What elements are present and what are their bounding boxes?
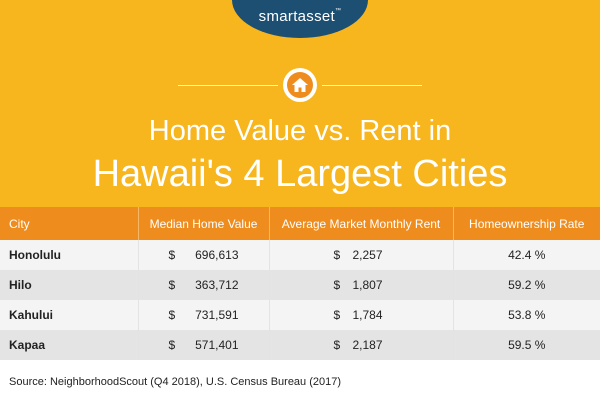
rent-amount: 2,257	[352, 248, 383, 262]
currency-symbol: $	[333, 338, 341, 352]
title-line-1: Home Value vs. Rent in	[148, 115, 452, 147]
cell-rate: 59.2 %	[453, 270, 600, 300]
cell-city: Kahului	[0, 300, 139, 330]
home-value-amount: 363,712	[195, 278, 239, 292]
currency-symbol: $	[333, 308, 341, 322]
logo: smartasset™	[232, 8, 368, 25]
cell-rent: $2,257	[269, 240, 454, 270]
rent-amount: 2,187	[352, 338, 383, 352]
currency-symbol: $	[168, 248, 176, 262]
currency-symbol: $	[168, 338, 176, 352]
currency-symbol: $	[168, 278, 176, 292]
home-value-amount: 696,613	[195, 248, 239, 262]
header-city: City	[0, 207, 139, 240]
table-row: Kapaa $571,401 $2,187 59.5 %	[0, 330, 600, 360]
logo-trademark: ™	[335, 8, 342, 14]
table-row: Honolulu $696,613 $2,257 42.4 %	[0, 240, 600, 270]
cell-city: Honolulu	[0, 240, 139, 270]
home-icon	[292, 78, 308, 92]
header-divider-right	[322, 85, 422, 86]
footer: Source: NeighborhoodScout (Q4 2018), U.S…	[0, 360, 600, 403]
table-row: Kahului $731,591 $1,784 53.8 %	[0, 300, 600, 330]
cell-rent: $1,807	[269, 270, 454, 300]
cell-rate: 42.4 %	[453, 240, 600, 270]
home-badge	[283, 68, 317, 102]
cell-rate: 59.5 %	[453, 330, 600, 360]
currency-symbol: $	[168, 308, 176, 322]
currency-symbol: $	[333, 278, 341, 292]
cell-home-value: $731,591	[138, 300, 270, 330]
header-average-rent: Average Market Monthly Rent	[269, 207, 454, 240]
data-table: City Median Home Value Average Market Mo…	[0, 207, 600, 360]
cell-home-value: $363,712	[138, 270, 270, 300]
table-header-row: City Median Home Value Average Market Mo…	[0, 207, 600, 240]
cell-home-value: $696,613	[138, 240, 270, 270]
home-value-amount: 571,401	[195, 338, 239, 352]
logo-text: smartasset	[258, 8, 336, 25]
header-divider-left	[178, 85, 278, 86]
home-value-amount: 731,591	[195, 308, 239, 322]
title-line-2: Hawaii's 4 Largest Cities	[92, 153, 508, 195]
rent-amount: 1,784	[352, 308, 383, 322]
cell-home-value: $571,401	[138, 330, 270, 360]
header-median-home-value: Median Home Value	[138, 207, 270, 240]
header-homeownership-rate: Homeownership Rate	[453, 207, 600, 240]
rent-amount: 1,807	[352, 278, 383, 292]
source-note: Source: NeighborhoodScout (Q4 2018), U.S…	[9, 376, 342, 388]
cell-city: Hilo	[0, 270, 139, 300]
cell-rent: $2,187	[269, 330, 454, 360]
table-row: Hilo $363,712 $1,807 59.2 %	[0, 270, 600, 300]
currency-symbol: $	[333, 248, 341, 262]
cell-city: Kapaa	[0, 330, 139, 360]
logo-badge: smartasset™	[232, 0, 368, 38]
cell-rate: 53.8 %	[453, 300, 600, 330]
cell-rent: $1,784	[269, 300, 454, 330]
